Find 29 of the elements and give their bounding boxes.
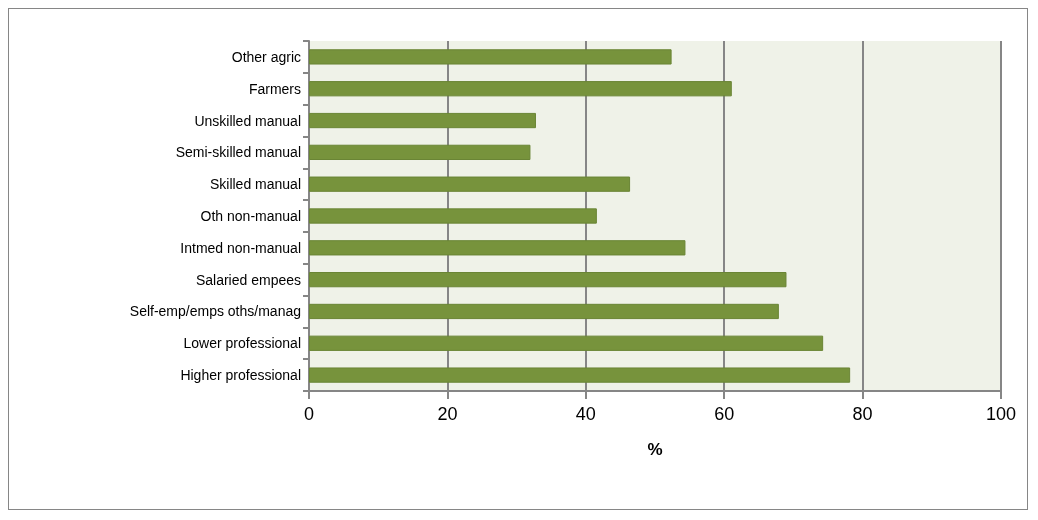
- bar: [309, 303, 779, 320]
- y-tick-label: Oth non-manual: [200, 208, 301, 224]
- bar: [309, 112, 536, 129]
- x-tick-label: 60: [714, 404, 735, 424]
- y-tick-label: Intmed non-manual: [180, 239, 301, 256]
- bar: [309, 367, 851, 383]
- y-tick-label: Other agric: [231, 48, 301, 65]
- y-tick-label: Farmers: [248, 80, 301, 97]
- bar: [309, 49, 672, 65]
- x-tick-label: 40: [575, 404, 596, 424]
- y-tick-label: Skilled manual: [209, 176, 301, 193]
- bar: [309, 81, 732, 97]
- y-tick-label: Unskilled manual: [194, 112, 301, 129]
- bar: [309, 272, 787, 288]
- bar: [309, 208, 597, 224]
- bar: [309, 144, 531, 160]
- bar: [309, 240, 686, 256]
- y-tick-label: Salaried empees: [195, 271, 301, 288]
- x-tick-label: 0: [303, 404, 315, 424]
- x-axis-title: %: [647, 440, 663, 459]
- x-tick-label: 80: [852, 404, 873, 424]
- bar: [309, 335, 824, 351]
- y-tick-label: Semi-skilled manual: [175, 144, 301, 161]
- x-tick-label: 100: [985, 404, 1017, 424]
- y-tick-label: Lower professional: [183, 335, 301, 352]
- y-tick-label: Higher professional: [180, 367, 301, 384]
- x-tick-label: 20: [437, 404, 458, 424]
- bar: [309, 176, 631, 192]
- y-tick-label: Self-emp/emps oths/manag: [129, 303, 301, 320]
